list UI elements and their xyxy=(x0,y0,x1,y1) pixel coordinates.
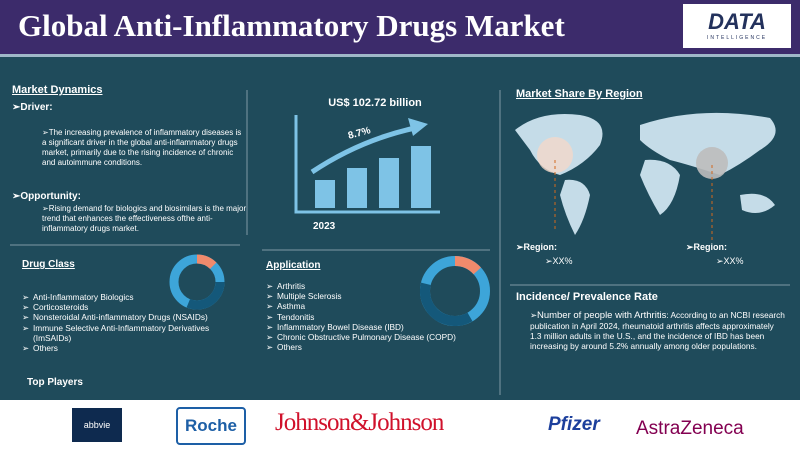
axis-shape xyxy=(294,115,440,214)
list-item: Others xyxy=(22,343,242,353)
player-logo: Johnson&Johnson xyxy=(275,409,444,436)
continent xyxy=(640,112,776,175)
section-title: Market Share By Region xyxy=(516,88,643,100)
player-logo: AstraZeneca xyxy=(636,418,744,439)
section-title: Incidence/ Prevalence Rate xyxy=(516,291,658,303)
region-highlight xyxy=(696,147,728,179)
list-item: Others xyxy=(266,342,496,352)
value: XX% xyxy=(716,256,744,267)
list-item: Tendonitis xyxy=(266,312,496,322)
list-item: Nonsteroidal Anti-inflammatory Drugs (NS… xyxy=(22,312,242,322)
logo-strip: abbvie Roche Johnson&Johnson Pfizer Astr… xyxy=(0,400,800,450)
label: Driver: xyxy=(12,102,52,113)
year: 2023 xyxy=(313,221,336,232)
title: Global Anti-Inflammatory Drugs Market xyxy=(18,8,565,43)
section-title: Drug Class xyxy=(22,259,75,270)
list-item: Multiple Sclerosis xyxy=(266,291,496,301)
bar-shape xyxy=(379,158,399,208)
list-item: Corticosteroids xyxy=(22,302,242,312)
player-logo: Pfizer xyxy=(548,414,600,435)
logo-box: DATA INTELLIGENCE xyxy=(683,4,791,48)
list: Anti-Inflammatory Biologics Corticostero… xyxy=(22,292,242,353)
header xyxy=(0,0,800,57)
world-map xyxy=(515,112,776,235)
continent xyxy=(560,179,590,235)
value: XX% xyxy=(545,256,573,267)
section-title: Market Dynamics xyxy=(12,84,103,96)
trend-arrow xyxy=(310,125,416,175)
label: Opportunity: xyxy=(12,191,81,202)
arrow-head xyxy=(408,118,428,136)
paragraph: Rising demand for biologics and biosimil… xyxy=(42,204,247,234)
player-logo: abbvie xyxy=(72,408,122,442)
bar-shape xyxy=(347,168,367,208)
list-item: Asthma xyxy=(266,301,496,311)
continent xyxy=(640,159,680,215)
continent xyxy=(740,193,775,214)
player-logo: Roche xyxy=(176,407,246,445)
list-item: Anti-Inflammatory Biologics xyxy=(22,292,242,302)
market-value: US$ 102.72 billion xyxy=(328,97,422,109)
label: Region: xyxy=(686,242,728,253)
list-item: Inflammatory Bowel Disease (IBD) xyxy=(266,322,496,332)
logo-sub: INTELLIGENCE xyxy=(706,35,768,41)
label: Number of people with Arthritis xyxy=(536,310,667,321)
list-item: Immune Selective Anti-Inflammatory Deriv… xyxy=(22,323,242,343)
region-highlight xyxy=(537,137,573,173)
bar-shape xyxy=(315,180,335,208)
bar-shape xyxy=(411,146,431,208)
list-item: Arthritis xyxy=(266,281,496,291)
list: Arthritis Multiple Sclerosis Asthma Tend… xyxy=(266,281,496,353)
growth-chart xyxy=(315,146,431,208)
label: Region: xyxy=(516,242,558,253)
list-item: Chronic Obstructive Pulmonary Disease (C… xyxy=(266,332,496,342)
donut-segment xyxy=(420,256,490,326)
text: : According to an NCBI research publicat… xyxy=(530,310,785,351)
donut-segment xyxy=(169,254,225,310)
logo-text: DATA xyxy=(708,9,766,34)
paragraph: The increasing prevalence of inflammator… xyxy=(42,128,247,168)
section-title: Top Players xyxy=(27,377,83,388)
section-title: Application xyxy=(266,260,321,271)
paragraph: Number of people with Arthritis: Accordi… xyxy=(530,310,785,351)
